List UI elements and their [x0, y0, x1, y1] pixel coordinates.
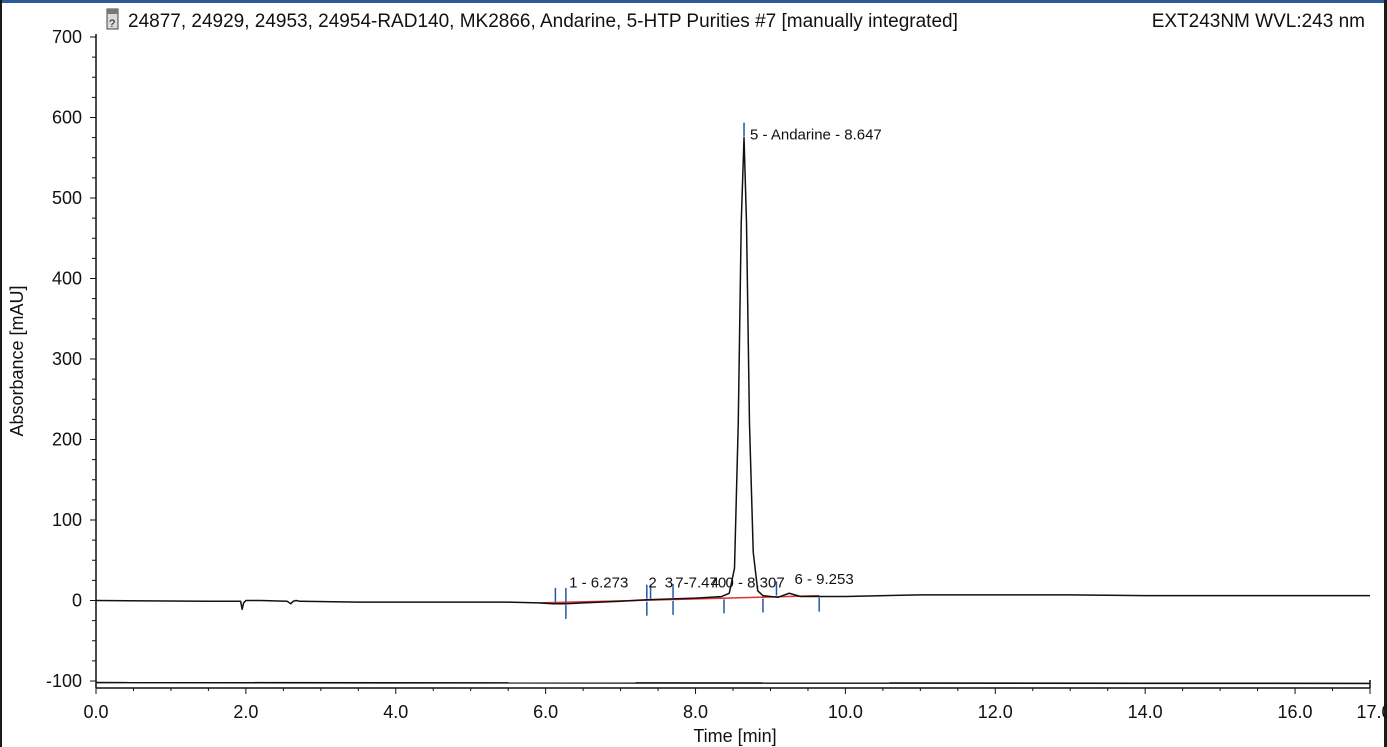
y-tick-label: 400	[52, 269, 82, 289]
top-edge-rule	[0, 0, 1387, 3]
x-tick-label: 4.0	[383, 702, 408, 722]
right-edge-rule	[1384, 0, 1387, 747]
chromatogram-file-icon-glyph: ?	[109, 18, 115, 30]
x-tick-label: 12.0	[978, 702, 1013, 722]
y-tick-label: 300	[52, 349, 82, 369]
y-tick-label: 100	[52, 510, 82, 530]
x-tick-label: 10.0	[828, 702, 863, 722]
peak-label: 7-7.470	[675, 574, 726, 591]
chromatogram-trace	[95, 136, 1370, 611]
x-tick-label: 16.0	[1278, 702, 1313, 722]
x-axis-label: Time [min]	[693, 726, 776, 746]
x-tick-label: 8.0	[683, 702, 708, 722]
peak-label: 0 - 8.307	[726, 574, 785, 591]
y-tick-label: 200	[52, 430, 82, 450]
x-tick-label: 2.0	[233, 702, 258, 722]
y-tick-label: -100	[46, 671, 82, 691]
y-tick-label: 0	[72, 591, 82, 611]
y-axis-label: Absorbance [mAU]	[7, 285, 27, 436]
channel-label: EXT243NM WVL:243 nm	[1152, 11, 1365, 32]
x-tick-label: 14.0	[1128, 702, 1163, 722]
main-peak-label: 5 - Andarine - 8.647	[750, 127, 882, 144]
peak-label: 6 - 9.253	[794, 571, 853, 588]
left-edge-rule	[0, 0, 2, 747]
y-tick-label: 500	[52, 188, 82, 208]
chart-title: 24877, 24929, 24953, 24954-RAD140, MK286…	[128, 11, 958, 32]
peak-label: 3	[665, 574, 673, 591]
peak-label: 1 - 6.273	[569, 574, 628, 591]
title-icon: ?	[106, 8, 119, 30]
x-axis-ticks: 0.0 2.0 4.0 6.0 8.0 10.0 12.0 14.0 16.0 17.0	[83, 688, 1387, 722]
chromatogram-file-icon-top	[107, 9, 118, 14]
peak-label: 4	[711, 574, 719, 591]
y-axis-ticks: -100 0 100 200 300 400 500 600 700	[46, 27, 96, 691]
y-tick-label: 600	[52, 108, 82, 128]
peak-label: 2	[648, 574, 656, 591]
y-tick-label: 700	[52, 27, 82, 47]
x-tick-label: 6.0	[533, 702, 558, 722]
x-tick-label: 0.0	[83, 702, 108, 722]
lower-trace	[95, 681, 1371, 685]
x-tick-label: 17.0	[1356, 702, 1387, 722]
